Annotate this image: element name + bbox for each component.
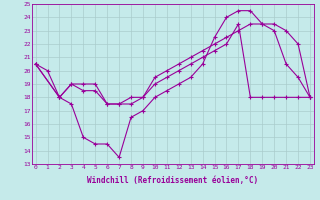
X-axis label: Windchill (Refroidissement éolien,°C): Windchill (Refroidissement éolien,°C) xyxy=(87,176,258,185)
